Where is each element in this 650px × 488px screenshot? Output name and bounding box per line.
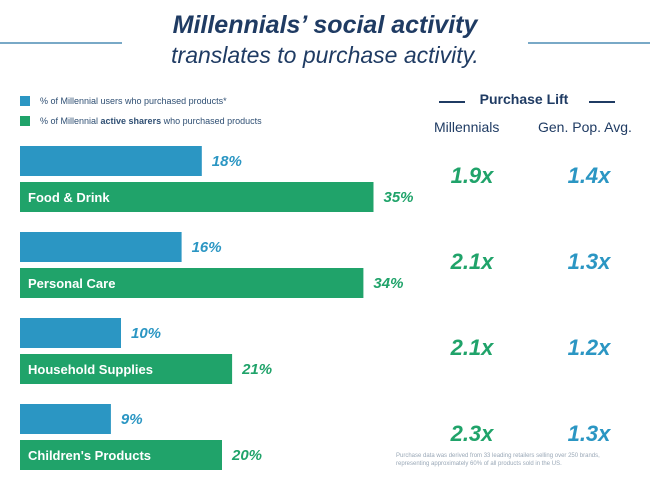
purchase-lift-title: Purchase Lift (479, 91, 569, 107)
purchase-lift-title-block: Purchase Lift (436, 90, 615, 110)
bar-users-children-s-products (20, 404, 111, 434)
data-label-users-children-s-products: 9% (121, 411, 143, 428)
data-label-users-household-supplies: 10% (131, 325, 161, 342)
gen-pop-lift-children-s-products: 1.3x (568, 421, 612, 446)
bar-users-food-drink (20, 146, 202, 176)
gen-pop-lift-personal-care: 1.3x (568, 249, 612, 274)
legend-label-users: % of Millennial users who purchased prod… (40, 96, 227, 106)
purchase-lift-rule-right (589, 101, 615, 103)
chart-title: Millennials’ social activity (172, 11, 478, 39)
category-label-food-drink: Food & Drink (28, 190, 110, 205)
footnote: Purchase data was derived from 33 leadin… (396, 453, 600, 467)
gen-pop-lift-household-supplies: 1.2x (568, 335, 612, 360)
gen-pop-column-header: Gen. Pop. Avg. (538, 119, 632, 135)
millennials-lift-personal-care: 2.1x (450, 249, 495, 274)
legend-label-sharers: % of Millennial active sharers who purch… (40, 116, 262, 126)
title-rule-right (528, 42, 650, 44)
millennials-lift-children-s-products: 2.3x (450, 421, 495, 446)
legend-label-sharers-prefix: % of Millennial (40, 116, 101, 126)
chart-title-block: Millennials’ social activity translates … (0, 10, 650, 70)
data-label-sharers-children-s-products: 20% (231, 447, 262, 464)
category-label-household-supplies: Household Supplies (28, 362, 153, 377)
legend-label-sharers-bold: active sharers (100, 116, 162, 126)
legend-swatch-users (20, 96, 30, 106)
legend-label-sharers-suffix: who purchased products (161, 116, 262, 126)
data-label-users-personal-care: 16% (192, 239, 222, 256)
millennials-lift-household-supplies: 2.1x (450, 335, 495, 360)
data-label-sharers-household-supplies: 21% (241, 361, 272, 378)
category-label-personal-care: Personal Care (28, 276, 115, 291)
data-label-sharers-food-drink: 35% (384, 189, 414, 206)
legend-swatch-sharers (20, 116, 30, 126)
chart-subtitle: translates to purchase activity. (171, 42, 479, 68)
bar-sharers-household-supplies (20, 354, 233, 384)
legend-item-sharers: % of Millennial active sharers who purch… (20, 114, 262, 128)
category-label-children-s-products: Children's Products (28, 448, 151, 463)
title-rule-left (0, 42, 122, 44)
bar-users-personal-care (20, 232, 182, 262)
gen-pop-lift-food-drink: 1.4x (568, 163, 612, 188)
purchase-lift-rule-left (439, 101, 465, 103)
legend-label-users-text: % of Millennial users who purchased prod… (40, 96, 227, 106)
data-label-sharers-personal-care: 34% (373, 275, 403, 292)
millennials-column-header: Millennials (434, 119, 500, 135)
bar-sharers-food-drink (20, 182, 374, 212)
bar-sharers-personal-care (20, 268, 364, 298)
millennials-lift-food-drink: 1.9x (451, 163, 495, 188)
data-label-users-food-drink: 18% (212, 153, 242, 170)
legend-item-users: % of Millennial users who purchased prod… (20, 94, 227, 108)
bar-users-household-supplies (20, 318, 121, 348)
bar-sharers-children-s-products (20, 440, 222, 470)
